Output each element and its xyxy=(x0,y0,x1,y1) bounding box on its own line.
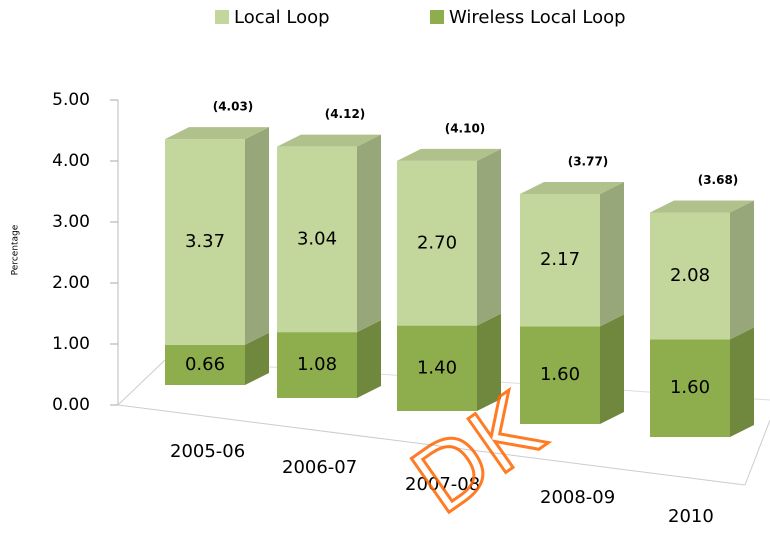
bar-side xyxy=(477,313,501,411)
value-label: 0.66 xyxy=(185,354,225,375)
x-tick-label: 2010 xyxy=(668,506,714,527)
value-label: 1.08 xyxy=(297,354,337,375)
bar-front xyxy=(397,325,477,411)
total-label: (3.68) xyxy=(698,173,739,187)
y-tick-label: 3.00 xyxy=(52,212,90,232)
bar-side xyxy=(357,134,381,333)
value-label: 2.17 xyxy=(540,249,580,270)
x-tick-label: 2008-09 xyxy=(540,487,615,508)
bar-side xyxy=(600,314,624,424)
value-label: 2.08 xyxy=(670,265,710,286)
value-label: 3.37 xyxy=(185,231,225,252)
value-label: 3.04 xyxy=(297,228,337,249)
bar-front xyxy=(397,160,477,326)
value-label: 1.60 xyxy=(540,364,580,385)
bar-front xyxy=(165,344,245,385)
bar-side xyxy=(245,332,269,385)
bar-side xyxy=(600,182,624,327)
bar-front xyxy=(165,139,245,345)
bar-side xyxy=(477,148,501,326)
bar-side xyxy=(730,327,754,437)
y-tick-label: 2.00 xyxy=(52,273,90,293)
bar-top xyxy=(650,200,754,213)
x-tick-label: 2007-08 xyxy=(405,474,480,495)
legend-label: Local Loop xyxy=(234,7,330,28)
floor-front xyxy=(117,404,746,486)
bar-front xyxy=(277,332,357,398)
x-tick-label: 2005-06 xyxy=(170,441,245,462)
bar-top xyxy=(397,148,501,161)
total-label: (3.77) xyxy=(568,155,609,169)
total-label: (4.10) xyxy=(445,121,486,135)
value-label: 1.60 xyxy=(670,377,710,398)
y-axis-label: Percentage xyxy=(11,224,21,275)
bar-front xyxy=(520,194,600,327)
floor-left xyxy=(117,359,166,406)
y-tick-label: 1.00 xyxy=(52,334,90,354)
bar-top xyxy=(165,127,269,140)
legend-label: Wireless Local Loop xyxy=(449,7,626,28)
value-label: 2.70 xyxy=(417,232,457,253)
x-tick-label: 2006-07 xyxy=(282,457,357,478)
y-tick-label: 5.00 xyxy=(52,90,90,110)
bar-front xyxy=(277,146,357,333)
bar-front xyxy=(520,326,600,424)
bar-side xyxy=(357,320,381,398)
legend-swatch xyxy=(430,10,444,24)
total-label: (4.03) xyxy=(213,100,254,114)
legend-swatch xyxy=(215,10,229,24)
floor-right xyxy=(744,419,770,486)
value-label: 1.40 xyxy=(417,357,457,378)
y-tick-label: 0.00 xyxy=(52,395,90,415)
bar-side xyxy=(245,127,269,345)
bar-top xyxy=(520,182,624,195)
bar-top xyxy=(277,134,381,147)
y-tick-label: 4.00 xyxy=(52,151,90,171)
bar-front xyxy=(650,339,730,437)
bar-side xyxy=(730,200,754,340)
bar-front xyxy=(650,212,730,340)
total-label: (4.12) xyxy=(325,107,366,121)
